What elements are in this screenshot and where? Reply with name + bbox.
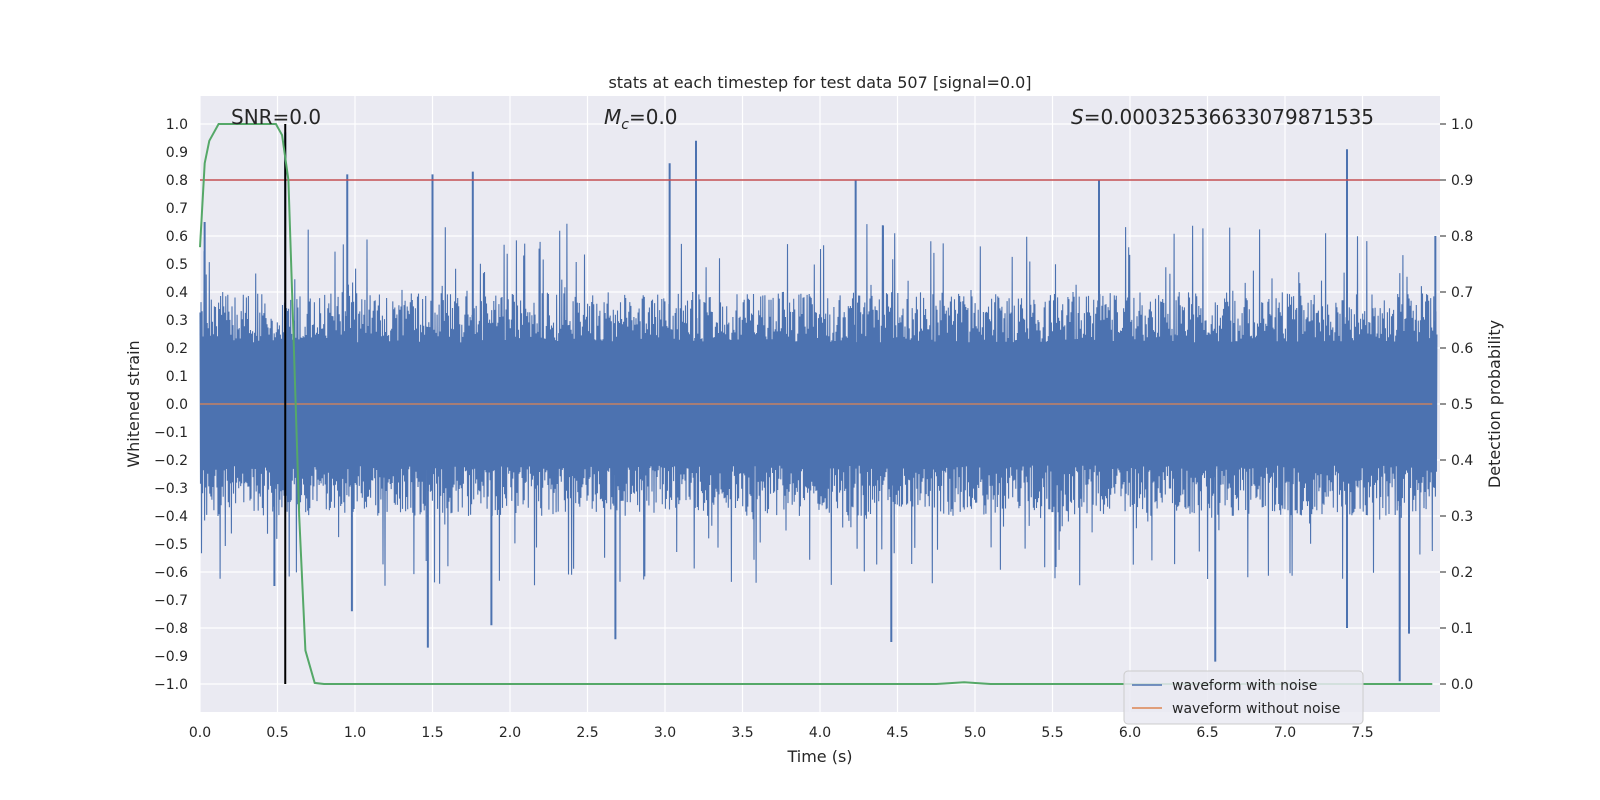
x-tick-label-10: 5.0 xyxy=(964,725,986,741)
s-value: =0.00032536633079871535 xyxy=(1084,105,1374,129)
x-tick-label-1: 0.5 xyxy=(266,725,288,741)
y-tick-label-10: 0.0 xyxy=(166,397,188,413)
waveform-noise-line xyxy=(199,223,1438,586)
y2-tick-label-10: 0.0 xyxy=(1451,677,1473,693)
y-tick-label-14: −0.4 xyxy=(154,509,188,525)
y2-axis-label: Detection probability xyxy=(1485,320,1504,488)
y-tick-label-2: 0.8 xyxy=(166,173,188,189)
series-detection-probability xyxy=(199,123,1433,685)
legend: waveform with noise waveform without noi… xyxy=(1123,670,1364,725)
snr-annotation: SNR=0.0 xyxy=(231,105,321,129)
y-tick-label-0: 1.0 xyxy=(166,117,188,133)
x-tick-label-0: 0.0 xyxy=(189,725,211,741)
y2-tick-label-0: 1.0 xyxy=(1451,117,1473,133)
x-tick-label-2: 1.0 xyxy=(344,725,366,741)
y-tick-label-5: 0.5 xyxy=(166,257,188,273)
x-tick-label-4: 2.0 xyxy=(499,725,521,741)
y-tick-label-16: −0.6 xyxy=(154,565,188,581)
y-tick-label-8: 0.2 xyxy=(166,341,188,357)
y-tick-label-18: −0.8 xyxy=(154,621,188,637)
legend-label-noise: waveform with noise xyxy=(1172,678,1317,694)
x-tick-label-13: 6.5 xyxy=(1196,725,1218,741)
legend-label-clean: waveform without noise xyxy=(1172,701,1340,717)
mc-symbol: M xyxy=(604,105,621,129)
s-annotation: S=0.00032536633079871535 xyxy=(1071,105,1374,129)
mc-annotation: Mc=0.0 xyxy=(604,105,678,133)
s-symbol: S xyxy=(1071,105,1084,129)
y-ticks: 1.0 0.9 0.8 0.7 0.6 0.5 0.4 0.3 0.2 0.1 0.0 −0.1 −0.… xyxy=(154,117,188,693)
y2-tick-label-6: 0.4 xyxy=(1451,453,1473,469)
x-tick-label-15: 7.5 xyxy=(1351,725,1373,741)
y-tick-label-3: 0.7 xyxy=(166,201,188,217)
y-tick-label-13: −0.3 xyxy=(154,481,188,497)
x-tick-label-12: 6.0 xyxy=(1119,725,1141,741)
x-tick-label-5: 2.5 xyxy=(576,725,598,741)
y2-tick-label-4: 0.6 xyxy=(1451,341,1473,357)
y2-tick-label-9: 0.1 xyxy=(1451,621,1473,637)
y-tick-label-1: 0.9 xyxy=(166,145,188,161)
y-tick-label-6: 0.4 xyxy=(166,285,188,301)
y-tick-label-15: −0.5 xyxy=(154,537,188,553)
y2-tick-label-2: 0.8 xyxy=(1451,229,1473,245)
y2-tick-label-5: 0.5 xyxy=(1451,397,1473,413)
y-tick-label-20: −1.0 xyxy=(154,677,188,693)
y-tick-label-12: −0.2 xyxy=(154,453,188,469)
y-tick-label-19: −0.9 xyxy=(154,649,188,665)
y2-tick-label-1: 0.9 xyxy=(1451,173,1473,189)
y2-tick-label-7: 0.3 xyxy=(1451,509,1473,525)
series-waveform-with-noise xyxy=(199,132,1438,682)
y2-ticks: 1.0 0.9 0.8 0.7 0.6 0.5 0.4 0.3 0.2 0.1 0.0 xyxy=(1440,117,1473,693)
mc-value: =0.0 xyxy=(629,105,678,129)
y2-tick-label-3: 0.7 xyxy=(1451,285,1473,301)
x-tick-label-6: 3.0 xyxy=(654,725,676,741)
y-tick-label-4: 0.6 xyxy=(166,229,188,245)
x-tick-label-9: 4.5 xyxy=(886,725,908,741)
y2-tick-label-8: 0.2 xyxy=(1451,565,1473,581)
y-tick-label-17: −0.7 xyxy=(154,593,188,609)
x-tick-label-7: 3.5 xyxy=(731,725,753,741)
chart-title: stats at each timestep for test data 507… xyxy=(608,73,1031,92)
x-axis-label: Time (s) xyxy=(786,747,852,766)
probability-line xyxy=(199,123,1433,685)
y-tick-label-7: 0.3 xyxy=(166,313,188,329)
x-ticks: 0.0 0.5 1.0 1.5 2.0 2.5 3.0 3.5 4.0 4.5 5.0 5.5 6.0 6… xyxy=(189,725,1374,741)
y-axis-label: Whitened strain xyxy=(124,340,143,467)
mc-subscript: c xyxy=(621,117,629,133)
legend-box xyxy=(1123,670,1364,725)
y-tick-label-11: −0.1 xyxy=(154,425,188,441)
x-tick-label-11: 5.5 xyxy=(1041,725,1063,741)
y-tick-label-9: 0.1 xyxy=(166,369,188,385)
x-tick-label-14: 7.0 xyxy=(1274,725,1296,741)
x-tick-label-8: 4.0 xyxy=(809,725,831,741)
x-tick-label-3: 1.5 xyxy=(421,725,443,741)
